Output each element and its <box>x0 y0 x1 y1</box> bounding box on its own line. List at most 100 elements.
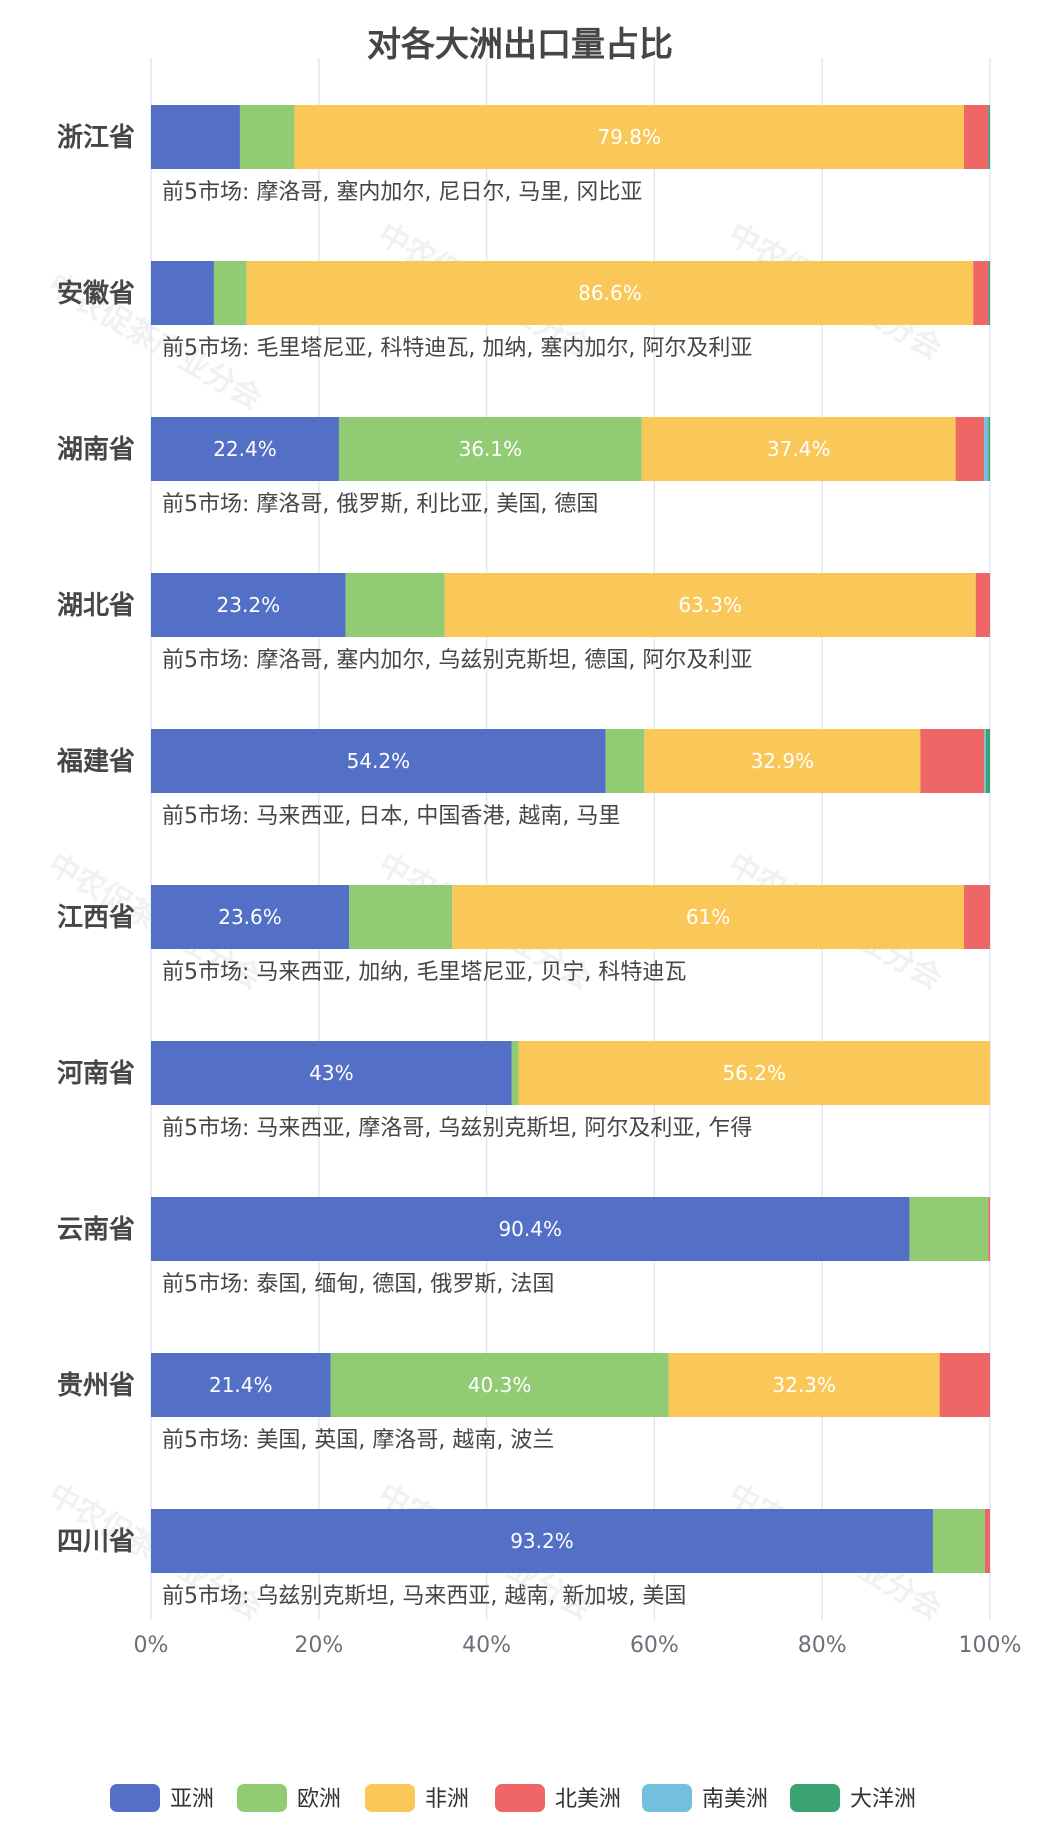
bar-segment <box>213 261 247 325</box>
legend-label: 大洋洲 <box>850 1787 916 1812</box>
bar-segment <box>151 1197 910 1261</box>
bar-segment <box>151 729 606 793</box>
legend-label: 南美洲 <box>702 1787 768 1812</box>
legend-item: 欧洲 <box>237 1784 341 1812</box>
x-tick-label: 80% <box>798 1633 847 1658</box>
segment-value-label: 32.3% <box>772 1373 836 1397</box>
legend-swatch <box>365 1784 415 1812</box>
segment-value-label: 37.4% <box>767 437 831 461</box>
province-label: 湖北省 <box>57 591 135 621</box>
province-label: 河南省 <box>57 1059 135 1089</box>
legend-label: 亚洲 <box>170 1787 214 1812</box>
bar-row: 安徽省 86.6% 前5市场: 毛里塔尼亚, 科特迪瓦, 加纳, 塞内加尔, 阿尔及… <box>57 261 990 361</box>
segment-value-label: 23.6% <box>218 905 282 929</box>
bar-segment <box>330 1353 669 1417</box>
segment-value-label: 36.1% <box>459 437 523 461</box>
bar-segment <box>151 417 339 481</box>
bar-segment <box>984 729 986 793</box>
province-label: 四川省 <box>57 1527 135 1557</box>
bar-segment <box>605 729 645 793</box>
bar-row: 福建省 54.2% 32.9% 前5市场: 马来西亚, 日本, 中国香港, 越南, 马… <box>56 729 990 829</box>
legend-swatch <box>110 1784 160 1812</box>
legend-item: 非洲 <box>365 1784 469 1812</box>
legend-label: 非洲 <box>425 1787 469 1812</box>
bar-rows: 浙江省 79.8% 前5市场: 摩洛哥, 塞内加尔, 尼日尔, 马里, 冈比亚安徽省… <box>56 105 990 1609</box>
bar-segment <box>988 1197 990 1261</box>
bar-segment <box>338 417 642 481</box>
segment-value-label: 40.3% <box>468 1373 532 1397</box>
bar-segment <box>973 261 989 325</box>
top5-markets-label: 前5市场: 摩洛哥, 俄罗斯, 利比亚, 美国, 德国 <box>162 492 598 517</box>
bar-row: 云南省 90.4% 前5市场: 泰国, 缅甸, 德国, 俄罗斯, 法国 <box>57 1197 990 1297</box>
top5-markets-label: 前5市场: 泰国, 缅甸, 德国, 俄罗斯, 法国 <box>162 1272 554 1297</box>
x-axis-ticks: 0% 20% 40% 60% 80% 100% <box>134 1633 1022 1658</box>
segment-value-label: 86.6% <box>578 281 642 305</box>
legend-swatch <box>790 1784 840 1812</box>
x-tick-label: 40% <box>462 1633 511 1658</box>
legend-label: 北美洲 <box>555 1787 621 1812</box>
bar-segment <box>963 105 989 169</box>
segment-value-label: 63.3% <box>678 593 742 617</box>
top5-markets-label: 前5市场: 美国, 英国, 摩洛哥, 越南, 波兰 <box>162 1428 554 1453</box>
top5-markets-label: 前5市场: 马来西亚, 加纳, 毛里塔尼亚, 贝宁, 科特迪瓦 <box>162 960 686 985</box>
bar-segment <box>239 105 295 169</box>
province-label: 浙江省 <box>57 123 135 153</box>
top5-markets-label: 前5市场: 毛里塔尼亚, 科特迪瓦, 加纳, 塞内加尔, 阿尔及利亚 <box>162 336 752 361</box>
bar-segment <box>988 417 990 481</box>
bar-segment <box>920 729 985 793</box>
segment-value-label: 32.9% <box>751 749 815 773</box>
segment-value-label: 61% <box>686 905 730 929</box>
bar-segment <box>668 1353 940 1417</box>
province-label: 福建省 <box>56 747 135 777</box>
bar-segment <box>151 573 346 637</box>
top5-markets-label: 前5市场: 摩洛哥, 塞内加尔, 乌兹别克斯坦, 德国, 阿尔及利亚 <box>162 648 752 673</box>
legend-item: 亚洲 <box>110 1784 214 1812</box>
province-label: 云南省 <box>57 1215 135 1245</box>
bar-segment <box>963 885 990 949</box>
province-label: 安徽省 <box>57 279 135 309</box>
top5-markets-label: 前5市场: 摩洛哥, 塞内加尔, 尼日尔, 马里, 冈比亚 <box>162 180 642 205</box>
bar-segment <box>151 1353 331 1417</box>
chart-title: 对各大洲出口量占比 <box>367 25 673 65</box>
segment-value-label: 54.2% <box>347 749 411 773</box>
province-label: 贵州省 <box>57 1371 135 1401</box>
segment-value-label: 79.8% <box>597 125 661 149</box>
x-tick-label: 0% <box>134 1633 169 1658</box>
legend-swatch <box>495 1784 545 1812</box>
legend-item: 北美洲 <box>495 1784 621 1812</box>
legend-item: 大洋洲 <box>790 1784 916 1812</box>
bar-segment <box>988 261 990 325</box>
bar-row: 四川省 93.2% 前5市场: 乌兹别克斯坦, 马来西亚, 越南, 新加坡, 美国 <box>57 1509 990 1609</box>
bar-row: 湖南省 22.4% 36.1% 37.4% 前5市场: 摩洛哥, 俄罗斯, 利比亚, 美… <box>57 417 990 517</box>
legend-swatch <box>237 1784 287 1812</box>
top5-markets-label: 前5市场: 马来西亚, 日本, 中国香港, 越南, 马里 <box>162 804 620 829</box>
segment-value-label: 21.4% <box>209 1373 273 1397</box>
legend-item: 南美洲 <box>642 1784 768 1812</box>
province-label: 湖南省 <box>57 435 135 465</box>
x-tick-label: 20% <box>294 1633 343 1658</box>
bar-segment <box>511 1041 519 1105</box>
segment-value-label: 22.4% <box>213 437 277 461</box>
legend: 亚洲 欧洲 非洲 北美洲 南美洲 大洋洲 <box>110 1784 916 1812</box>
bar-row: 湖北省 23.2% 63.3% 前5市场: 摩洛哥, 塞内加尔, 乌兹别克斯坦, 德国… <box>57 573 990 673</box>
bar-segment <box>345 573 445 637</box>
bar-segment <box>444 573 976 637</box>
bar-segment <box>151 1041 512 1105</box>
segment-value-label: 90.4% <box>498 1217 562 1241</box>
bar-segment <box>246 261 974 325</box>
segment-value-label: 23.2% <box>217 593 281 617</box>
bar-segment <box>984 417 989 481</box>
bar-segment <box>294 105 964 169</box>
bar-segment <box>984 1509 990 1573</box>
x-tick-label: 60% <box>630 1633 679 1658</box>
province-label: 江西省 <box>57 903 135 933</box>
bar-segment <box>985 729 990 793</box>
segment-value-label: 93.2% <box>510 1529 574 1553</box>
bar-row: 浙江省 79.8% 前5市场: 摩洛哥, 塞内加尔, 尼日尔, 马里, 冈比亚 <box>57 105 990 205</box>
bar-segment <box>349 885 453 949</box>
segment-value-label: 56.2% <box>722 1061 786 1085</box>
legend-swatch <box>642 1784 692 1812</box>
bar-segment <box>932 1509 985 1573</box>
bar-segment <box>151 261 214 325</box>
